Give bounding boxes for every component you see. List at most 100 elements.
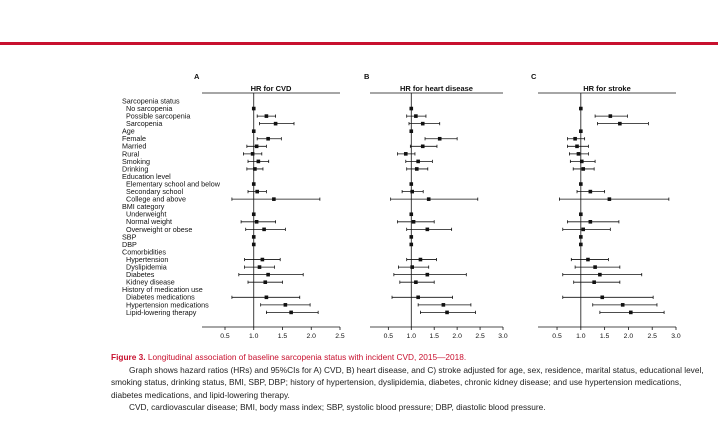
panel-b-point-diabetes-medications-marker: [416, 295, 420, 300]
panel-c-point-drinking-marker: [581, 167, 586, 171]
panel-c-letter: C: [531, 72, 537, 81]
row-label-bmi-category: BMI category: [122, 202, 165, 211]
panel-a-point-age-marker: [251, 129, 256, 133]
panel-b-point-drinking-marker: [414, 167, 419, 171]
panel-c-point-dyslipidemia-marker: [593, 265, 597, 269]
panel-a-point-dyslipidemia-marker: [257, 265, 262, 269]
panel-b-point-hypertension-medications-marker: [441, 303, 446, 307]
row-label-college-and-above: College and above: [126, 195, 186, 204]
panel-a-tick-label: 0.5: [220, 333, 230, 340]
panel-a-point-rural-marker: [250, 152, 255, 156]
row-label-education-level: Education level: [122, 172, 171, 181]
panel-a-title: HR for CVD: [251, 84, 292, 93]
panel-b-point-rural-marker: [403, 152, 408, 156]
panel-c-point-dbp-marker: [579, 242, 583, 247]
row-label-sarcopenia: Sarcopenia: [126, 119, 162, 128]
panel-c-point-no-sarcopenia-marker: [579, 106, 583, 111]
panel-c-tick-label: 1.5: [600, 333, 610, 340]
panel-c-point-lipid-lowering-therapy-marker: [628, 310, 633, 315]
panel-a-point-hypertension-marker: [260, 257, 265, 262]
caption-title: Longitudinal association of baseline sar…: [147, 352, 467, 362]
panel-c-point-married-marker: [575, 144, 579, 149]
panel-b-tick-label: 1.5: [429, 333, 439, 340]
row-label-no-sarcopenia: No sarcopenia: [126, 104, 172, 113]
row-label-dyslipidemia: Dyslipidemia: [126, 263, 167, 272]
panel-a-point-smoking-marker: [256, 159, 261, 164]
panel-a-point-married-marker: [254, 144, 259, 149]
panel-a-point-elementary-school-and-below-marker: [251, 182, 256, 186]
panel-a-point-college-and-above-marker: [272, 197, 276, 201]
panel-c-point-diabetes-medications-marker: [600, 295, 605, 300]
panel-c-point-hypertension-medications-marker: [620, 303, 625, 307]
panel-b-point-elementary-school-and-below-marker: [409, 182, 414, 186]
panel-c-tick-label: 0.5: [552, 333, 562, 340]
panel-a-point-drinking-marker: [253, 167, 257, 171]
row-label-smoking: Smoking: [122, 157, 150, 166]
panel-a-point-underweight-marker: [251, 212, 256, 217]
panel-a-point-normal-weight-marker: [254, 220, 259, 224]
panel-c-point-sbp-marker: [579, 235, 583, 239]
panel-c-point-secondary-school-marker: [588, 189, 593, 194]
panel-c-tick-label: 1.0: [576, 333, 586, 340]
row-label-history-of-medication-use: History of medication use: [122, 285, 203, 294]
panel-c-title: HR for stroke: [583, 84, 631, 93]
panel-b-tick-label: 0.5: [384, 333, 394, 340]
panel-a-point-diabetes-medications-marker: [264, 295, 269, 300]
panel-a-tick-label: 1.5: [278, 333, 288, 340]
panel-b-point-diabetes-marker: [425, 272, 430, 277]
panel-c-point-age-marker: [579, 129, 583, 133]
panel-b-point-possible-sarcopenia-marker: [414, 114, 418, 118]
panel-c-point-rural-marker: [576, 152, 581, 156]
row-label-female: Female: [122, 134, 146, 143]
caption-paragraph-1: Graph shows hazard ratios (HRs) and 95%C…: [111, 364, 704, 400]
panel-b-point-female-marker: [437, 136, 442, 141]
panel-b-point-dbp-marker: [409, 242, 414, 247]
panel-c-point-female-marker: [573, 136, 577, 141]
row-label-comorbidities: Comorbidities: [122, 247, 166, 256]
panel-c-point-hypertension-marker: [586, 257, 590, 262]
panel-b-title: HR for heart disease: [400, 84, 473, 93]
caption-title-line: Figure 3. Longitudinal association of ba…: [111, 351, 711, 364]
panel-b-tick-label: 3.0: [498, 333, 508, 340]
panel-b-point-sarcopenia-marker: [420, 121, 425, 126]
panel-a-tick-label: 2.0: [307, 333, 317, 340]
row-label-sbp: SBP: [122, 232, 137, 241]
panel-c-point-smoking-marker: [579, 159, 584, 164]
panel-b-tick-label: 2.5: [475, 333, 485, 340]
panel-c-point-overweight-or-obese-marker: [581, 227, 586, 232]
panel-b-point-hypertension-marker: [418, 257, 423, 262]
panel-c-point-kidney-disease-marker: [592, 280, 596, 284]
panel-a-point-hypertension-medications-marker: [283, 303, 288, 307]
panel-b-tick-label: 2.0: [452, 333, 462, 340]
panel-b-point-lipid-lowering-therapy-marker: [445, 310, 449, 315]
row-label-drinking: Drinking: [122, 164, 148, 173]
row-label-rural: Rural: [122, 149, 140, 158]
panel-a-point-possible-sarcopenia-marker: [264, 114, 269, 118]
panel-a-point-kidney-disease-marker: [263, 280, 268, 284]
top-accent-rule: [0, 42, 718, 45]
panel-c-tick-label: 3.0: [671, 333, 681, 340]
panel-a-tick-label: 2.5: [335, 333, 345, 340]
row-label-diabetes: Diabetes: [126, 270, 155, 279]
panel-b-point-underweight-marker: [409, 212, 414, 217]
caption-figure-label: Figure 3.: [111, 352, 146, 362]
figure-caption: Figure 3. Longitudinal association of ba…: [111, 351, 711, 414]
row-label-overweight-or-obese: Overweight or obese: [126, 225, 192, 234]
panel-b-point-smoking-marker: [416, 159, 420, 164]
caption-paragraph-2: CVD, cardiovascular disease; BMI, body m…: [129, 402, 546, 412]
panel-b-point-kidney-disease-marker: [414, 280, 418, 284]
row-label-secondary-school: Secondary school: [126, 187, 184, 196]
panel-c-point-underweight-marker: [579, 212, 583, 217]
row-label-dbp: DBP: [122, 240, 137, 249]
row-label-underweight: Underweight: [126, 210, 166, 219]
row-label-possible-sarcopenia: Possible sarcopenia: [126, 112, 190, 121]
panel-a-point-secondary-school-marker: [255, 189, 259, 194]
row-label-sarcopenia-status: Sarcopenia status: [122, 96, 180, 105]
panel-c-point-normal-weight-marker: [588, 220, 593, 224]
panel-b-point-overweight-or-obese-marker: [425, 227, 430, 232]
row-label-elementary-school-and-below: Elementary school and below: [126, 179, 221, 188]
panel-b-point-college-and-above-marker: [426, 197, 431, 201]
panel-a-point-female-marker: [266, 136, 270, 141]
panel-c-point-college-and-above-marker: [607, 197, 612, 201]
panel-b-point-no-sarcopenia-marker: [409, 106, 414, 111]
